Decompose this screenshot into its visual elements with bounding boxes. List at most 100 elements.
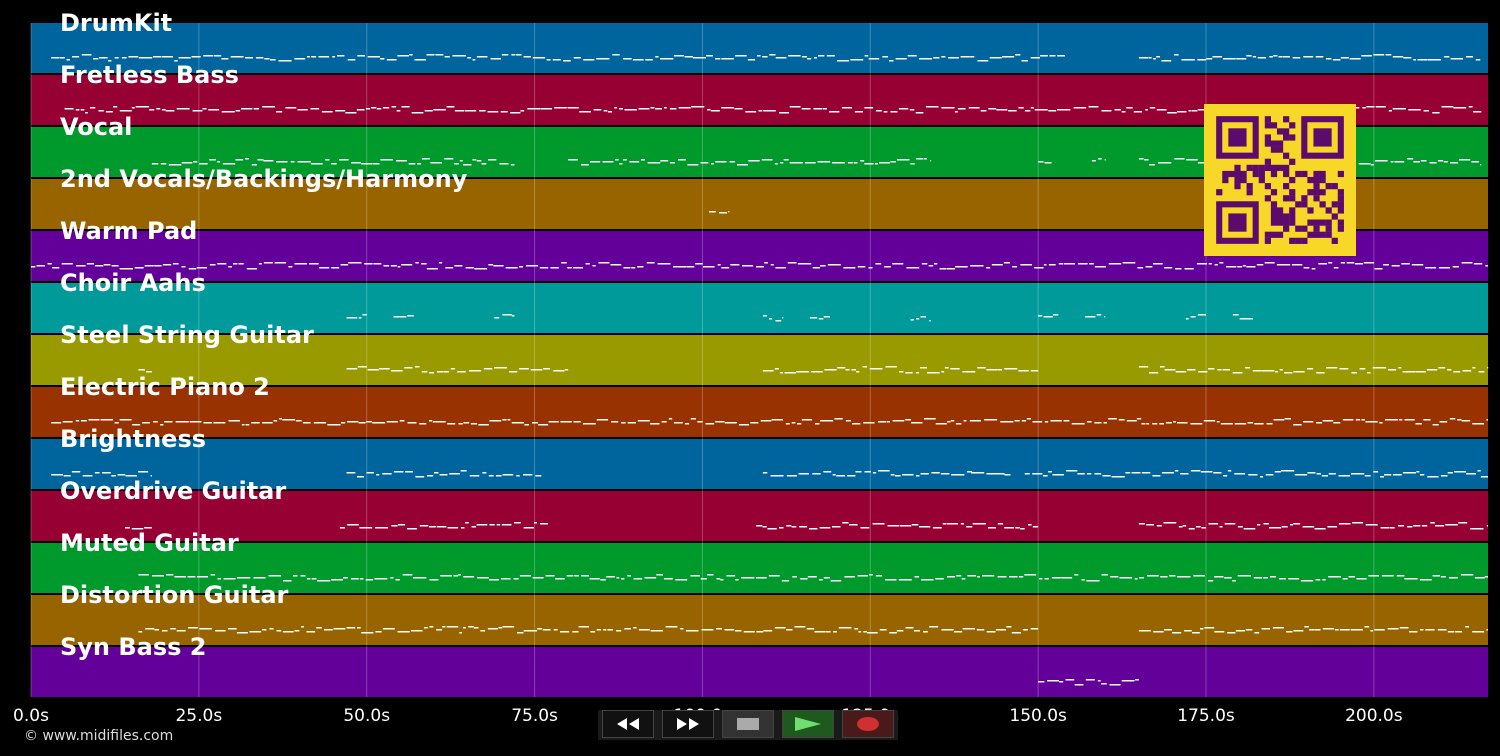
note (408, 163, 416, 165)
note (933, 57, 940, 59)
note (1404, 578, 1418, 580)
note (823, 577, 830, 579)
note (735, 579, 739, 581)
note (1126, 107, 1133, 109)
note (1086, 421, 1092, 423)
stop-button[interactable] (722, 710, 774, 738)
note (1034, 267, 1044, 269)
track-row[interactable] (31, 335, 1488, 385)
note (332, 56, 336, 58)
track-notes (709, 211, 730, 214)
note (1245, 367, 1251, 369)
note (966, 526, 973, 528)
note (170, 628, 176, 630)
note (1190, 423, 1203, 425)
track-row[interactable] (31, 595, 1488, 645)
note (813, 108, 823, 110)
track-row[interactable] (31, 543, 1488, 593)
rewind-button[interactable] (602, 710, 654, 738)
note (1152, 423, 1158, 425)
note (898, 108, 909, 110)
note (1177, 576, 1191, 578)
note (361, 632, 374, 634)
note (105, 111, 113, 113)
note (1284, 372, 1293, 374)
note (306, 578, 311, 580)
note (1038, 315, 1043, 317)
note (1190, 316, 1196, 318)
note (622, 58, 632, 60)
note (1392, 474, 1402, 476)
track-row[interactable] (31, 283, 1488, 333)
note (946, 268, 956, 270)
note (154, 265, 162, 267)
note (615, 159, 619, 161)
note (925, 106, 939, 108)
note (1008, 110, 1017, 112)
note (655, 108, 663, 110)
note (690, 575, 700, 577)
note (192, 110, 203, 112)
note (459, 632, 463, 634)
note (1453, 371, 1461, 373)
note (1042, 475, 1048, 477)
note (935, 423, 947, 425)
record-button[interactable] (842, 710, 894, 738)
play-button[interactable] (782, 710, 834, 738)
note (282, 631, 294, 633)
note (1223, 475, 1228, 477)
note (1173, 421, 1177, 423)
track-row[interactable] (31, 491, 1488, 541)
note (619, 163, 623, 165)
note (476, 160, 482, 162)
fast-forward-button[interactable] (662, 710, 714, 738)
track-row[interactable] (31, 647, 1488, 697)
note (221, 422, 226, 424)
note (1340, 262, 1346, 264)
note (230, 56, 244, 58)
note (1415, 423, 1422, 425)
note (1453, 107, 1467, 109)
note (1288, 578, 1300, 580)
note (415, 262, 419, 264)
note (364, 263, 373, 265)
note (426, 54, 435, 56)
note (977, 60, 989, 62)
note (85, 112, 88, 114)
note (342, 577, 348, 579)
note (1085, 679, 1095, 681)
tick-label: 175.0s (1177, 706, 1235, 726)
note (1486, 629, 1488, 631)
track-row[interactable] (31, 439, 1488, 489)
note (864, 471, 871, 473)
note (1138, 523, 1145, 525)
note (257, 159, 264, 161)
note (1307, 472, 1316, 474)
note (511, 54, 515, 56)
note (1044, 578, 1049, 580)
note (1200, 628, 1204, 630)
note (1177, 111, 1187, 113)
note (631, 267, 636, 269)
note (310, 163, 323, 165)
note (811, 371, 823, 373)
note (1449, 577, 1458, 579)
note (669, 108, 677, 110)
track-label: Distortion Guitar (60, 581, 289, 609)
qr-code-icon[interactable] (1204, 104, 1356, 256)
note (1058, 263, 1064, 265)
note (809, 528, 818, 530)
note (657, 263, 671, 265)
note (274, 262, 287, 264)
track-row[interactable] (31, 387, 1488, 437)
note (928, 265, 934, 267)
note (1121, 680, 1135, 682)
note (982, 575, 995, 577)
track-row[interactable] (31, 23, 1488, 73)
note (452, 55, 457, 57)
note (1052, 474, 1064, 476)
note (429, 372, 435, 374)
track-label: Choir Aahs (60, 269, 206, 297)
note (1327, 526, 1338, 528)
note (1187, 369, 1196, 371)
